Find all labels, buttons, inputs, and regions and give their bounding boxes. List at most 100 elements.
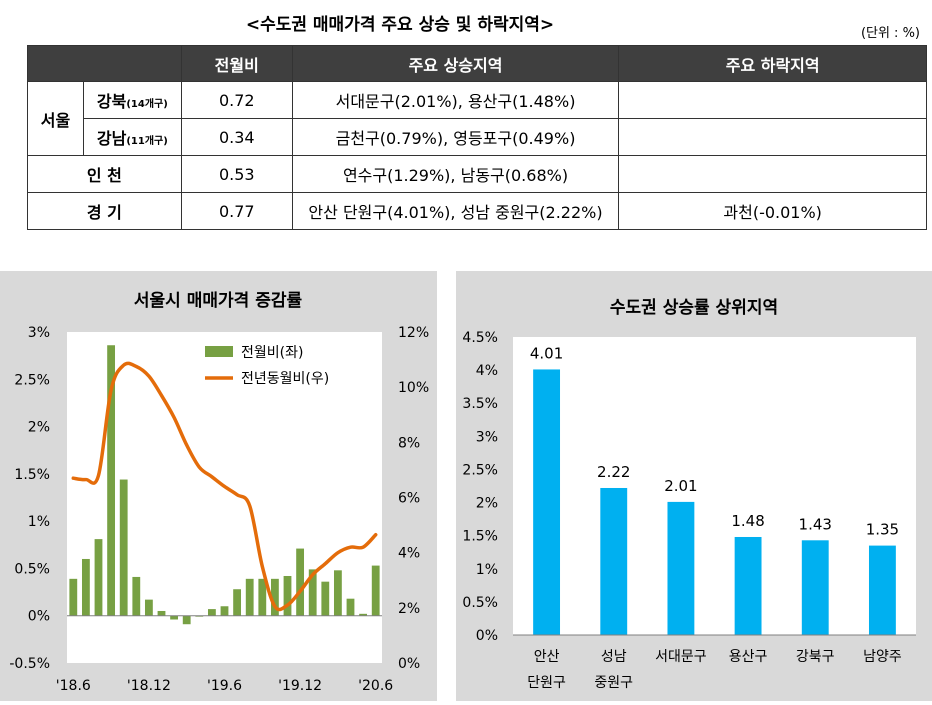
row-rising: 금천구(0.79%), 영등포구(0.49%) bbox=[291, 118, 620, 156]
y-axis-tick-label: 0.5% bbox=[462, 595, 498, 611]
bar bbox=[359, 613, 368, 616]
right-axis-tick-label: 2% bbox=[398, 601, 420, 617]
header-mom: 전월비 bbox=[180, 45, 293, 82]
row-falling bbox=[618, 155, 927, 193]
table-row: 서울 강북(14개구) 0.72 서대문구(2.01%), 용산구(1.48%) bbox=[27, 81, 927, 156]
table-row: 강남(11개구) 0.34 금천구(0.79%), 영등포구(0.49%) bbox=[28, 118, 927, 156]
row-mom: 0.53 bbox=[180, 155, 293, 193]
bar-value-label: 1.43 bbox=[799, 515, 832, 533]
bar bbox=[107, 345, 116, 616]
right-axis-tick-label: 10% bbox=[398, 380, 429, 396]
bar bbox=[801, 540, 829, 635]
bar bbox=[346, 598, 355, 616]
bar bbox=[119, 479, 128, 616]
summary-table: 전월비 주요 상승지역 주요 하락지역 서울 강북(14개구) 0.72 서대문… bbox=[27, 45, 927, 230]
y-axis-tick-label: 3% bbox=[476, 429, 498, 445]
y-axis-tick-label: 2.5% bbox=[462, 462, 498, 478]
left-axis-tick-label: 1% bbox=[28, 514, 50, 530]
header-falling: 주요 하락지역 bbox=[618, 45, 927, 82]
category-label: 강북구 bbox=[796, 649, 835, 665]
table-row: 경 기 0.77 안산 단원구(4.01%), 성남 중원구(2.22%) 과천… bbox=[27, 192, 927, 230]
left-axis-tick-label: 2.5% bbox=[14, 372, 50, 388]
right-axis-tick-label: 12% bbox=[398, 325, 429, 341]
bar bbox=[283, 575, 292, 616]
row-falling bbox=[618, 118, 927, 156]
row-region: 강북(14개구) bbox=[82, 81, 182, 119]
row-region: 경 기 bbox=[27, 192, 182, 230]
y-axis-tick-label: 2% bbox=[476, 496, 498, 512]
bar bbox=[734, 536, 762, 635]
row-rising: 서대문구(2.01%), 용산구(1.48%) bbox=[291, 81, 620, 119]
plot-area bbox=[513, 337, 916, 635]
bar bbox=[667, 501, 695, 635]
y-axis-tick-label: 4% bbox=[476, 363, 498, 379]
right-axis-tick-label: 0% bbox=[398, 656, 420, 672]
category-label: 서대문구 bbox=[655, 649, 707, 665]
y-axis-tick-label: 4.5% bbox=[462, 330, 498, 346]
bar bbox=[182, 615, 191, 625]
chart-title: 서울시 매매가격 증감률 bbox=[134, 291, 303, 311]
bar-value-label: 2.01 bbox=[664, 477, 697, 495]
bar bbox=[157, 610, 166, 616]
header-region bbox=[27, 45, 182, 82]
bar bbox=[220, 606, 229, 616]
legend-bar-label: 전월비(좌) bbox=[241, 345, 303, 361]
bar bbox=[533, 369, 561, 635]
header-rising: 주요 상승지역 bbox=[291, 45, 620, 82]
bar bbox=[132, 576, 141, 616]
y-axis-tick-label: 1.5% bbox=[462, 529, 498, 545]
row-rising: 연수구(1.29%), 남동구(0.68%) bbox=[291, 155, 620, 193]
seoul-chart: 서울시 매매가격 증감률 -0.5% 0% 0.5% 1% 1.5% 2% 2.5% 3% 0% 2… bbox=[9, 291, 429, 694]
bar bbox=[296, 548, 305, 616]
right-axis-tick-label: 8% bbox=[398, 435, 420, 451]
table-header-row: 전월비 주요 상승지역 주요 하락지역 bbox=[27, 45, 927, 82]
bar bbox=[270, 578, 279, 616]
x-axis-tick-label: '20.6 bbox=[358, 678, 393, 694]
row-region: 인 천 bbox=[27, 155, 182, 193]
legend-bar-swatch bbox=[205, 346, 233, 357]
bar bbox=[600, 487, 628, 635]
x-axis-tick-label: '18.6 bbox=[56, 678, 91, 694]
seoul-chart-panel: 서울시 매매가격 증감률 -0.5% 0% 0.5% 1% 1.5% 2% 2.5% 3% 0% 2… bbox=[0, 271, 437, 701]
category-label: 중원구 bbox=[594, 675, 633, 691]
bar bbox=[170, 615, 179, 620]
row-region: 강남(11개구) bbox=[82, 118, 182, 156]
bar bbox=[371, 565, 380, 616]
bar bbox=[258, 578, 267, 616]
x-axis-tick-label: '19.6 bbox=[207, 678, 242, 694]
top-regions-chart-panel: 수도권 상승률 상위지역 0% 0.5% 1% 1.5% 2% 2.5% 3% 3.5% 4% 4.… bbox=[456, 271, 932, 701]
row-mom: 0.77 bbox=[180, 192, 293, 230]
bar bbox=[233, 589, 242, 616]
category-label: 용산구 bbox=[729, 649, 768, 665]
bar bbox=[207, 609, 216, 616]
unit-label: (단위 : %) bbox=[860, 26, 920, 41]
y-axis-tick-label: 3.5% bbox=[462, 396, 498, 412]
bar bbox=[321, 581, 330, 616]
left-axis-tick-label: 0% bbox=[28, 609, 50, 625]
bar bbox=[69, 578, 78, 616]
y-axis-tick-label: 0% bbox=[476, 628, 498, 644]
y-axis-tick-label: 1% bbox=[476, 562, 498, 578]
table-row: 인 천 0.53 연수구(1.29%), 남동구(0.68%) bbox=[27, 155, 927, 193]
right-axis-tick-label: 4% bbox=[398, 546, 420, 562]
left-axis-tick-label: -0.5% bbox=[9, 656, 50, 672]
row-mom: 0.34 bbox=[180, 118, 293, 156]
row-falling: 과천(-0.01%) bbox=[618, 192, 927, 230]
left-axis-tick-label: 2% bbox=[28, 420, 50, 436]
bar-value-label: 1.48 bbox=[731, 512, 764, 530]
bar bbox=[144, 599, 153, 616]
x-axis-tick-label: '18.12 bbox=[127, 678, 171, 694]
bar-value-label: 1.35 bbox=[866, 521, 899, 539]
bar-value-label: 2.22 bbox=[597, 463, 630, 481]
row-rising: 안산 단원구(4.01%), 성남 중원구(2.22%) bbox=[291, 192, 620, 230]
bar bbox=[868, 545, 896, 635]
bar bbox=[81, 558, 90, 616]
row-mom: 0.72 bbox=[180, 81, 293, 119]
left-axis-tick-label: 1.5% bbox=[14, 467, 50, 483]
legend-line-label: 전년동월비(우) bbox=[241, 371, 329, 387]
left-axis-tick-label: 3% bbox=[28, 325, 50, 341]
left-axis-tick-label: 0.5% bbox=[14, 561, 50, 577]
right-axis-tick-label: 6% bbox=[398, 491, 420, 507]
category-label: 성남 bbox=[601, 649, 627, 665]
row-falling bbox=[618, 81, 927, 119]
